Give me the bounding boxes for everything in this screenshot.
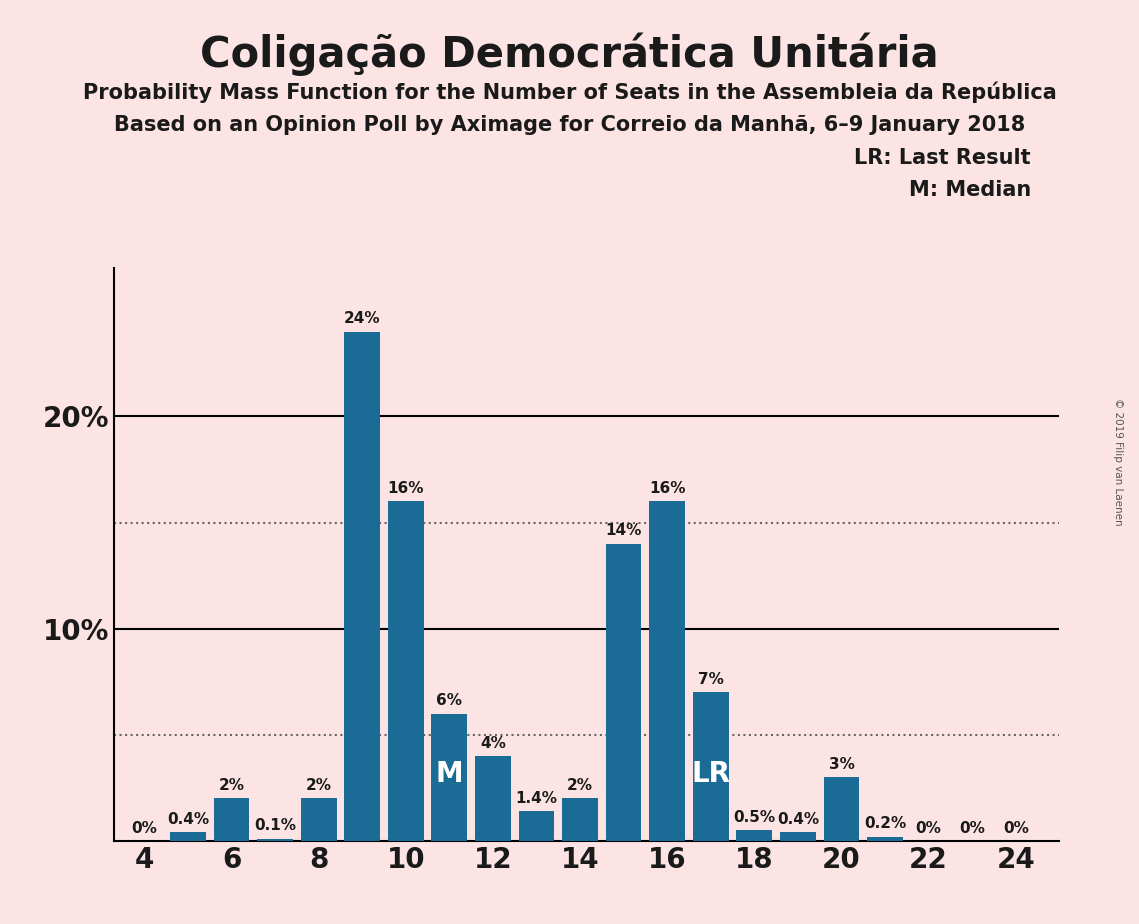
Bar (257, 839, 293, 841)
Text: 0%: 0% (916, 821, 942, 835)
Bar (475, 756, 510, 841)
Bar (823, 777, 859, 841)
Text: 2%: 2% (219, 778, 245, 793)
Text: © 2019 Filip van Laenen: © 2019 Filip van Laenen (1114, 398, 1123, 526)
Text: 2%: 2% (305, 778, 331, 793)
Text: 0.1%: 0.1% (254, 819, 296, 833)
Text: LR: LR (691, 760, 730, 788)
Text: 16%: 16% (649, 481, 686, 496)
Text: LR: Last Result: LR: Last Result (854, 148, 1031, 168)
Text: Probability Mass Function for the Number of Seats in the Assembleia da República: Probability Mass Function for the Number… (83, 81, 1056, 103)
Bar (301, 798, 336, 841)
Bar (867, 836, 903, 841)
Text: 24%: 24% (344, 311, 380, 326)
Text: 0.2%: 0.2% (863, 816, 907, 832)
Text: Based on an Opinion Poll by Aximage for Correio da Manhã, 6–9 January 2018: Based on an Opinion Poll by Aximage for … (114, 115, 1025, 135)
Bar (388, 502, 424, 841)
Bar (780, 833, 816, 841)
Text: 2%: 2% (567, 778, 593, 793)
Bar (563, 798, 598, 841)
Bar (170, 833, 206, 841)
Bar (693, 692, 729, 841)
Bar (344, 332, 380, 841)
Text: 14%: 14% (606, 524, 641, 539)
Text: 0.5%: 0.5% (734, 810, 776, 825)
Text: 3%: 3% (828, 757, 854, 772)
Text: 0%: 0% (131, 821, 157, 835)
Text: 0%: 0% (959, 821, 985, 835)
Text: 16%: 16% (387, 481, 424, 496)
Bar (606, 544, 641, 841)
Text: 4%: 4% (480, 736, 506, 750)
Text: 0.4%: 0.4% (167, 812, 210, 827)
Text: 0%: 0% (1002, 821, 1029, 835)
Text: M: Median: M: Median (909, 180, 1031, 201)
Text: 0.4%: 0.4% (777, 812, 819, 827)
Bar (649, 502, 685, 841)
Bar (737, 831, 772, 841)
Bar (432, 713, 467, 841)
Text: Coligação Democrática Unitária: Coligação Democrática Unitária (200, 32, 939, 76)
Text: 6%: 6% (436, 693, 462, 708)
Text: M: M (435, 760, 464, 788)
Text: 7%: 7% (698, 672, 723, 687)
Bar (214, 798, 249, 841)
Text: 1.4%: 1.4% (516, 791, 557, 806)
Bar (518, 811, 555, 841)
